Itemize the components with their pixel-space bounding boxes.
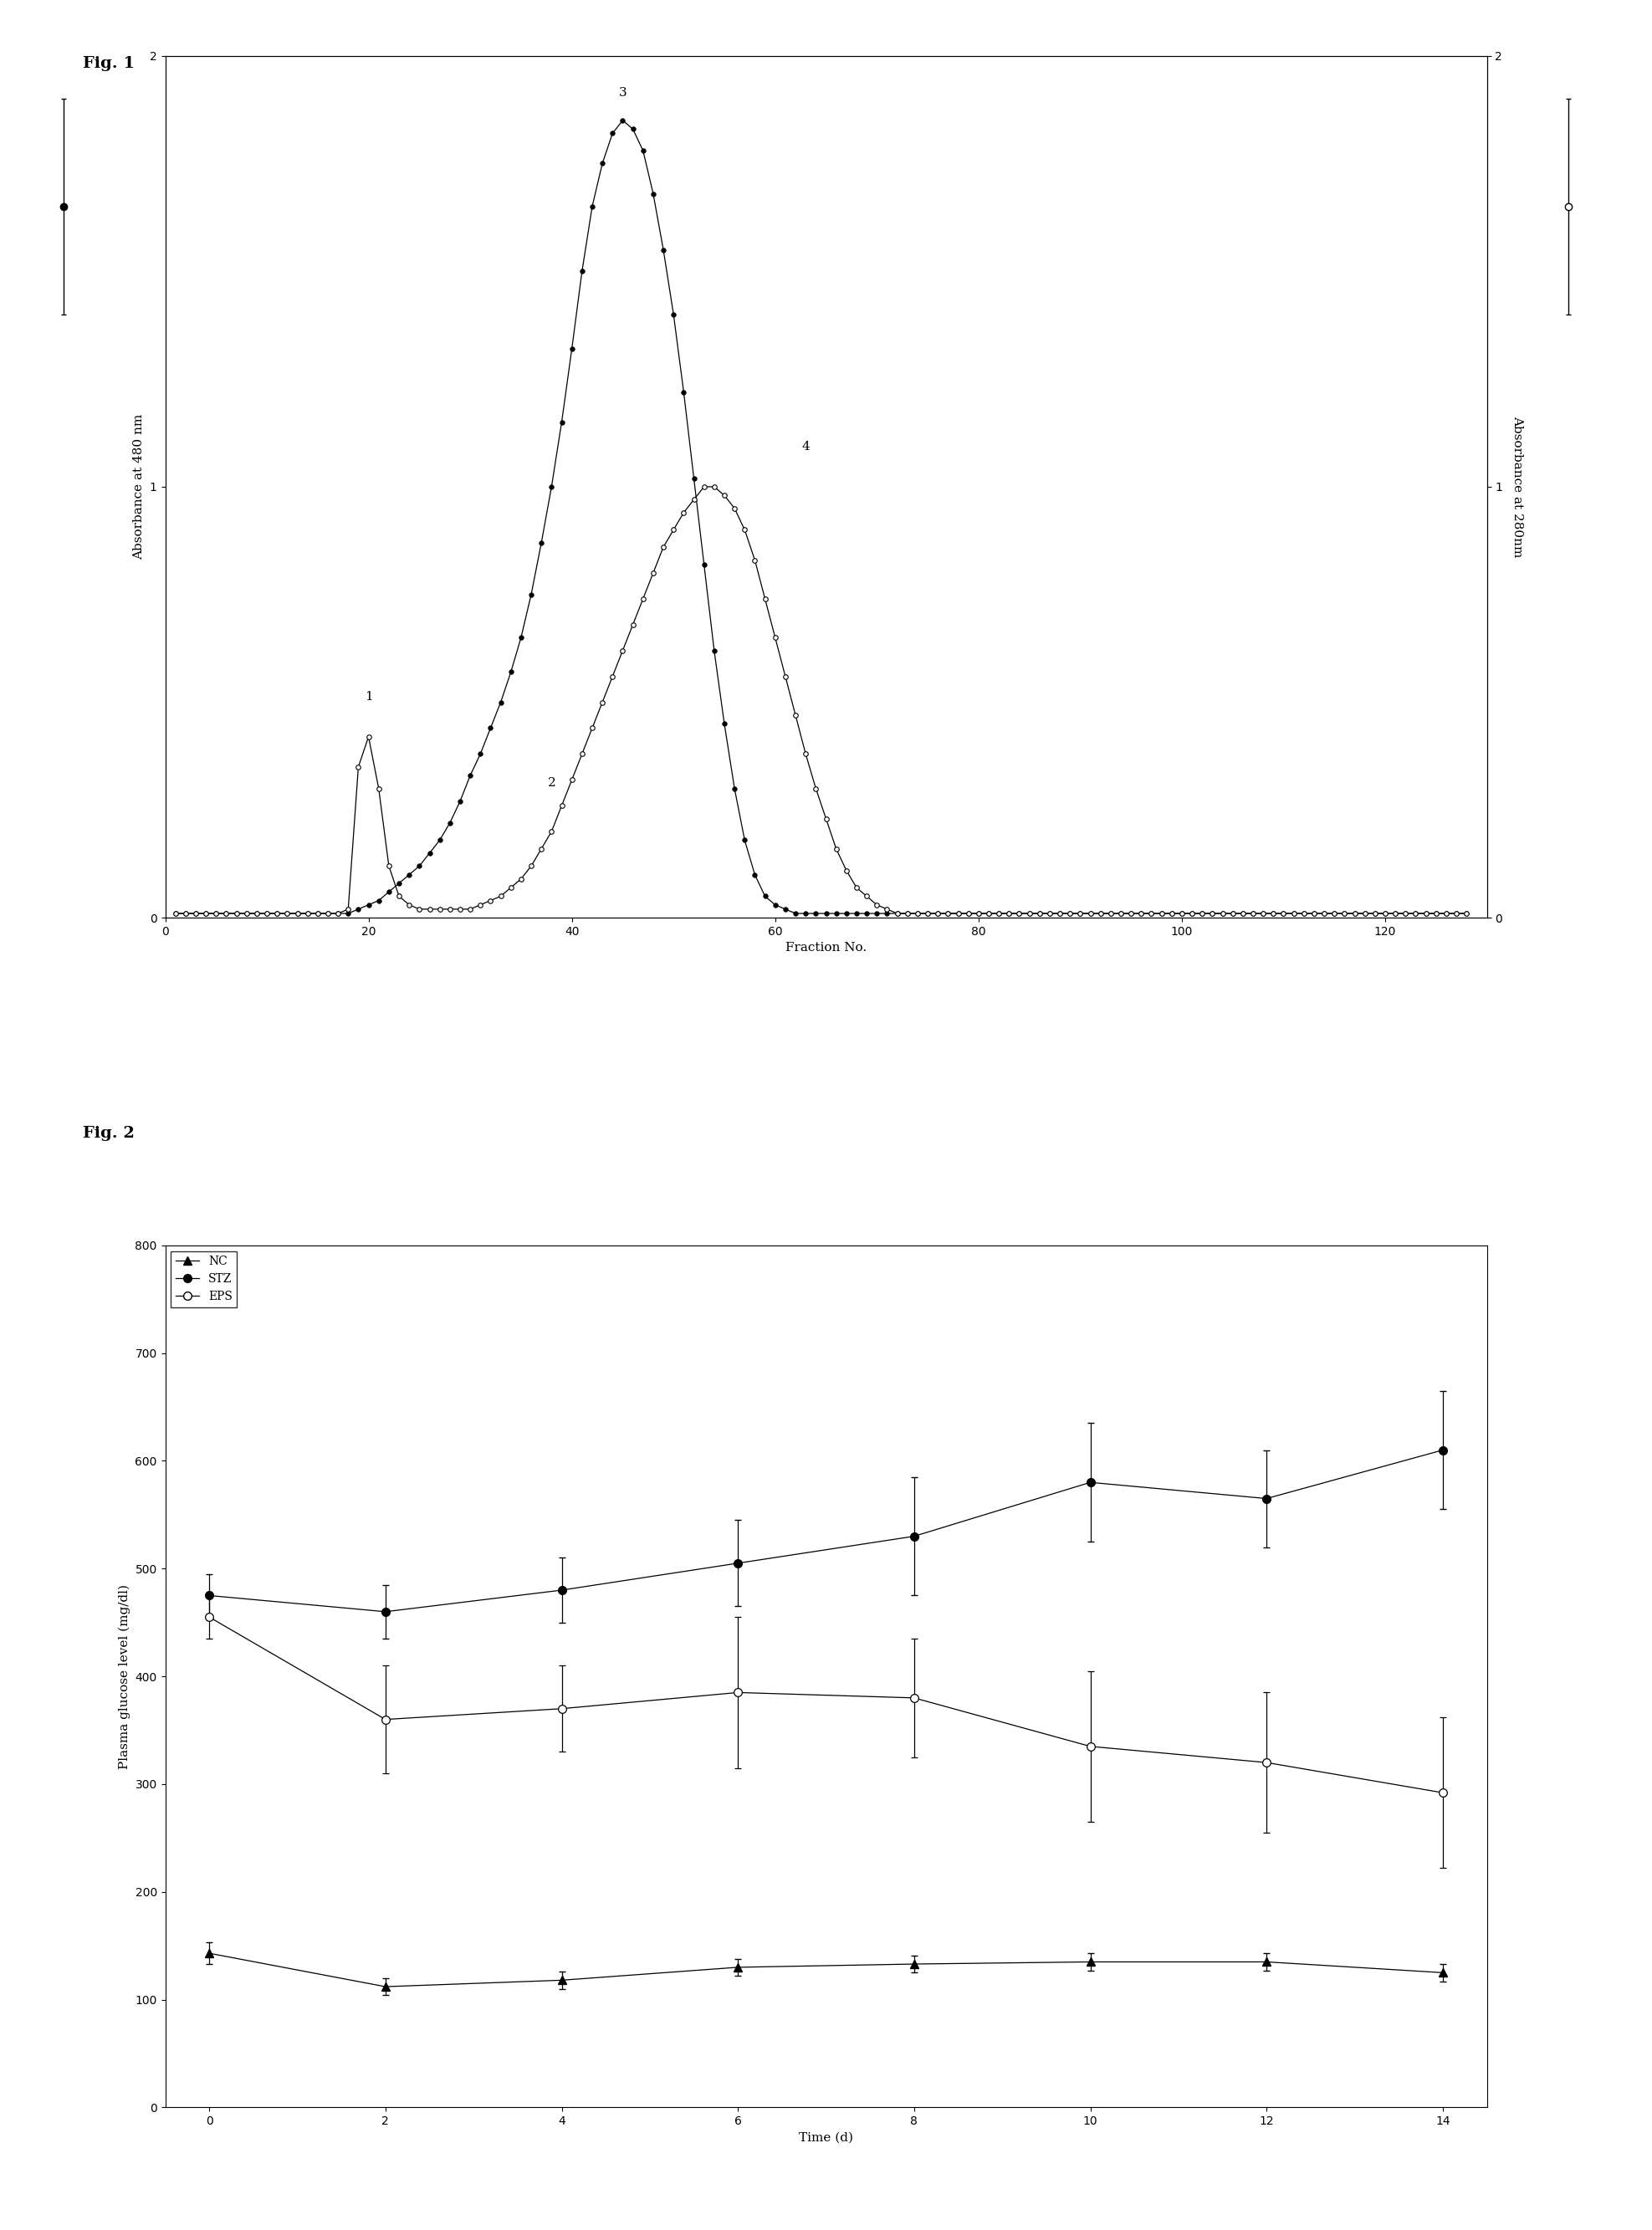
X-axis label: Time (d): Time (d) (800, 2132, 852, 2143)
Y-axis label: Absorbance at 280nm: Absorbance at 280nm (1512, 417, 1523, 558)
Text: Fig. 2: Fig. 2 (83, 1126, 134, 1142)
Y-axis label: Absorbance at 480 nm: Absorbance at 480 nm (134, 415, 145, 560)
Text: 3: 3 (618, 87, 626, 98)
Legend: NC, STZ, EPS: NC, STZ, EPS (172, 1251, 236, 1307)
Text: 4: 4 (801, 442, 809, 453)
X-axis label: Fraction No.: Fraction No. (785, 943, 867, 954)
Y-axis label: Plasma glucose level (mg/dl): Plasma glucose level (mg/dl) (119, 1583, 131, 1768)
Text: 1: 1 (365, 691, 373, 702)
Text: Fig. 1: Fig. 1 (83, 56, 134, 71)
Text: 2: 2 (547, 776, 555, 789)
